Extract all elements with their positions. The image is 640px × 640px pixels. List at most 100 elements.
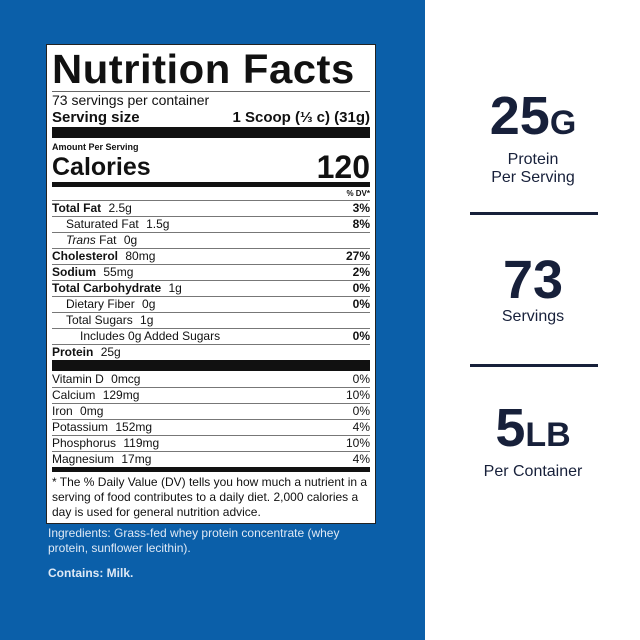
medium-divider: [52, 467, 370, 472]
nutrient-amount: 25g: [100, 345, 121, 359]
vitamin-dv: 4%: [352, 420, 370, 434]
ingredients: Ingredients: Grass-fed whey protein conc…: [48, 526, 340, 555]
label-title: Nutrition Facts: [52, 46, 355, 92]
vitamin-name-amount: Calcium 129mg: [52, 388, 139, 403]
vitamin-amount: 129mg: [102, 388, 140, 402]
nutrient-name-amount: Cholesterol 80mg: [52, 249, 155, 264]
stat-label: Per Serving: [491, 169, 575, 186]
nutrient-name: Saturated Fat: [66, 217, 139, 231]
nutrient-row: Dietary Fiber 0g 0%: [52, 296, 370, 312]
nutrient-name: Total Fat: [52, 201, 102, 215]
stat-container: 5LB Per Container: [440, 400, 626, 481]
nutrient-name-amount: Protein 25g: [52, 345, 121, 360]
nutrient-name-amount: Dietary Fiber 0g: [52, 297, 155, 312]
vitamin-name-amount: Phosphorus 119mg: [52, 436, 159, 451]
nutrient-amount: 0g: [142, 297, 156, 311]
vitamin-dv: 0%: [352, 404, 370, 418]
vitamin-dv: 10%: [345, 436, 370, 450]
thick-divider: [52, 360, 370, 371]
stat-label: Per Container: [483, 463, 583, 480]
stat-servings: 73 Servings: [440, 252, 626, 326]
stat-divider: [470, 364, 598, 367]
nutrient-dv: 8%: [352, 217, 370, 231]
nutrient-amount: 55mg: [103, 265, 134, 279]
vitamin-amount: 17mg: [121, 452, 152, 466]
serving-size: Serving size 1 Scoop (⅓ c) (31g): [52, 108, 370, 127]
vitamin-name: Iron: [52, 404, 73, 418]
vitamin-name-amount: Vitamin D 0mcg: [52, 372, 140, 387]
nutrient-name: Sodium: [52, 265, 96, 279]
vitamin-name: Phosphorus: [52, 436, 117, 450]
nutrient-name-amount: Total Carbohydrate 1g: [52, 281, 182, 296]
nutrient-amount: 1g: [140, 313, 154, 327]
vitamin-dv: 10%: [345, 388, 370, 402]
nutrient-dv: 0%: [352, 281, 370, 295]
serving-size-label: Serving size: [52, 109, 140, 126]
stat-unit: LB: [525, 416, 571, 454]
nutrient-name-amount: Total Sugars 1g: [52, 313, 153, 328]
dv-header: % DV*: [346, 189, 370, 198]
nutrient-row: Includes 0g Added Sugars 0%: [52, 328, 370, 344]
vitamin-list: Vitamin D 0mcg 0% Calcium 129mg 10% Iron 0mg…: [52, 371, 370, 467]
nutrient-amount: 1g: [168, 281, 182, 295]
vitamin-dv: 4%: [352, 452, 370, 466]
vitamin-row: Iron 0mg 0%: [52, 403, 370, 419]
vitamin-row: Calcium 129mg 10%: [52, 387, 370, 403]
stat-label: Protein: [507, 151, 559, 168]
nutrient-dv: 0%: [352, 297, 370, 311]
vitamin-name: Magnesium: [52, 452, 115, 466]
stat-unit: G: [549, 104, 577, 142]
amount-per-serving: Amount Per Serving: [52, 142, 139, 152]
nutrition-facts-label: Nutrition Facts 73 servings per containe…: [46, 44, 376, 524]
vitamin-name: Vitamin D: [52, 371, 104, 386]
vitamin-name-amount: Magnesium 17mg: [52, 452, 151, 467]
vitamin-name: Calcium: [52, 388, 96, 402]
vitamin-name: Potassium: [52, 420, 109, 434]
nutrient-row: Total Fat 2.5g 3%: [52, 200, 370, 216]
footnote: * The % Daily Value (DV) tells you how m…: [52, 475, 368, 519]
vitamin-name-amount: Iron 0mg: [52, 404, 103, 419]
divider: [52, 91, 370, 92]
vitamin-amount: 0mcg: [111, 371, 141, 386]
nutrient-name: Trans: [66, 233, 96, 247]
nutrient-dv: 0%: [352, 329, 370, 343]
nutrient-name: Total Sugars: [66, 313, 133, 327]
vitamin-amount: 152mg: [115, 420, 153, 434]
serving-size-value: 1 Scoop (⅓ c) (31g): [232, 109, 370, 126]
vitamin-row: Phosphorus 119mg 10%: [52, 435, 370, 451]
stat-protein: 25G Protein Per Serving: [440, 88, 626, 187]
nutrient-name: Protein: [52, 345, 94, 359]
calories-label: Calories: [52, 153, 151, 181]
nutrient-row: Saturated Fat 1.5g 8%: [52, 216, 370, 232]
nutrient-name-amount: Includes 0g Added Sugars: [52, 329, 224, 344]
nutrient-dv: 3%: [352, 201, 370, 215]
nutrient-name: Dietary Fiber: [66, 297, 135, 311]
nutrient-dv: 27%: [345, 249, 370, 263]
stat-divider: [470, 212, 598, 215]
nutrient-name: Includes 0g Added Sugars: [80, 329, 221, 343]
nutrient-name-amount: Trans Fat 0g: [52, 233, 137, 248]
nutrient-amount: 1.5g: [146, 217, 170, 231]
nutrient-name-amount: Saturated Fat 1.5g: [52, 217, 169, 232]
stat-label: Servings: [501, 308, 565, 325]
servings-per-container: 73 servings per container: [52, 92, 210, 108]
vitamin-row: Magnesium 17mg 4%: [52, 451, 370, 467]
thick-divider: [52, 127, 370, 138]
nutrient-name: Total Carbohydrate: [52, 281, 162, 295]
nutrient-row: Total Sugars 1g: [52, 312, 370, 328]
nutrient-row: Protein 25g: [52, 344, 370, 360]
calories-value: 120: [316, 149, 370, 185]
nutrient-list: Total Fat 2.5g 3% Saturated Fat 1.5g 8% Tran…: [52, 200, 370, 360]
calories-row: Calories 120: [52, 149, 370, 185]
nutrient-name-suffix: Fat: [95, 233, 117, 247]
vitamin-row: Potassium 152mg 4%: [52, 419, 370, 435]
nutrient-name: Cholesterol: [52, 249, 119, 263]
stat-value: 25: [489, 86, 550, 146]
allergen-contains: Contains: Milk.: [48, 566, 134, 580]
nutrient-row: Cholesterol 80mg 27%: [52, 248, 370, 264]
stat-value: 5: [495, 398, 526, 458]
nutrient-amount: 0g: [123, 233, 138, 247]
medium-divider: [52, 182, 370, 187]
nutrient-row: Sodium 55mg 2%: [52, 264, 370, 280]
nutrient-name-amount: Sodium 55mg: [52, 265, 133, 280]
